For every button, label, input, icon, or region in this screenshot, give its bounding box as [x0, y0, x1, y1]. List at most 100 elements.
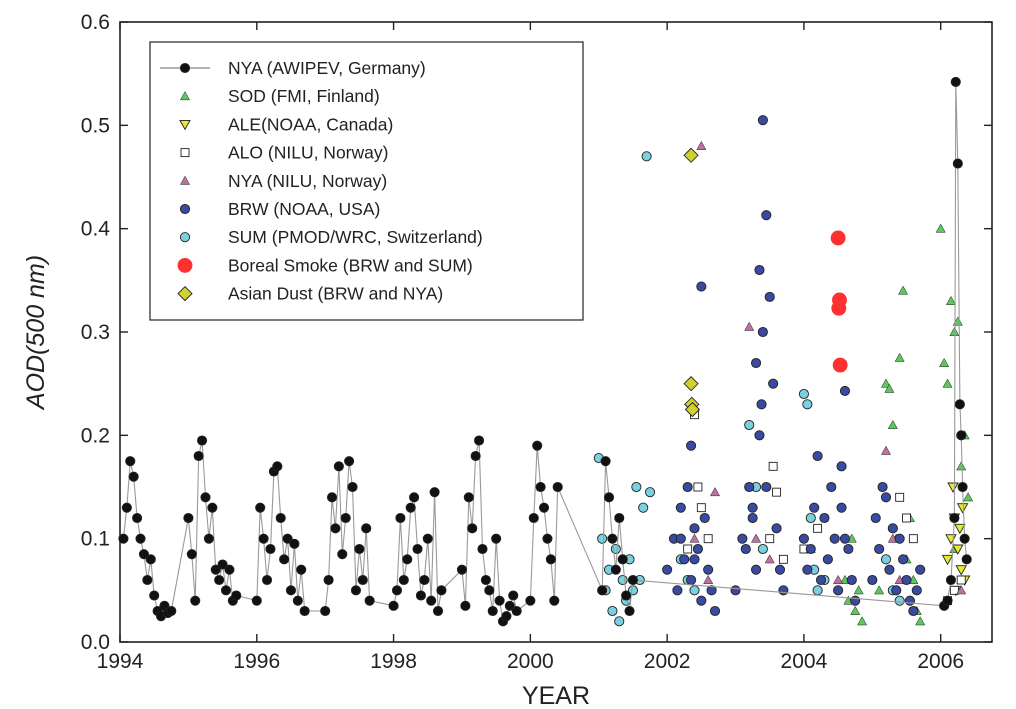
data-point [501, 611, 512, 622]
data-point [846, 574, 857, 586]
data-point [477, 543, 488, 555]
data-point [904, 595, 915, 606]
data-point [686, 574, 697, 586]
data-point [911, 585, 922, 596]
data-point [285, 585, 297, 596]
data-point [118, 533, 129, 544]
data-point [757, 115, 768, 126]
data-point [836, 461, 847, 472]
data-point [395, 512, 406, 524]
data-point [956, 461, 967, 471]
data-point [617, 574, 628, 586]
x-tick-label: 2002 [644, 650, 691, 673]
data-point [683, 147, 699, 163]
data-point [641, 151, 652, 162]
data-point [217, 559, 228, 570]
data-point [703, 564, 714, 575]
data-point [874, 543, 885, 555]
data-point [751, 533, 762, 543]
data-point [597, 533, 608, 544]
legend-marker [179, 203, 191, 215]
data-point [703, 534, 713, 544]
data-point [398, 574, 409, 586]
data-point [344, 456, 355, 467]
data-point [857, 616, 868, 626]
data-point [950, 76, 961, 87]
data-point [474, 435, 485, 446]
data-point [832, 357, 848, 373]
legend-label: ALO (NILU, Norway) [228, 143, 388, 163]
data-point [761, 210, 772, 221]
legend-marker [179, 62, 191, 74]
y-axis-title: AOD(500 nm) [22, 255, 50, 411]
data-point [289, 538, 300, 549]
data-point [850, 605, 861, 615]
data-point [422, 533, 433, 544]
data-point [337, 549, 348, 560]
legend-item: SOD (FMI, Finland) [179, 86, 380, 106]
data-point [945, 534, 957, 545]
data-point [145, 554, 156, 565]
data-point [683, 376, 699, 392]
data-point [193, 450, 204, 462]
data-point [778, 554, 788, 564]
data-point [771, 523, 782, 534]
data-point [757, 326, 768, 338]
series-1 [839, 223, 974, 626]
data-point [812, 585, 823, 596]
data-point [552, 481, 563, 493]
data-point [898, 554, 909, 565]
data-point [915, 564, 926, 575]
data-point [255, 502, 266, 513]
data-point [754, 430, 765, 441]
data-point [231, 590, 242, 601]
legend-label: SUM (PMOD/WRC, Switzerland) [228, 227, 483, 247]
data-point [957, 481, 968, 493]
data-point [672, 585, 683, 596]
data-point [884, 564, 895, 575]
x-tick-label: 1996 [233, 650, 280, 673]
data-point [689, 585, 700, 596]
data-point [142, 574, 153, 586]
data-point [528, 512, 539, 524]
data-point [402, 554, 413, 565]
legend-item: Boreal Smoke (BRW and SUM) [177, 255, 473, 275]
legend-label: BRW (NOAA, USA) [228, 199, 380, 219]
legend-label: NYA (AWIPEV, Germany) [228, 58, 426, 78]
data-point [895, 492, 905, 502]
data-point [272, 461, 283, 472]
data-point [607, 533, 618, 544]
data-point [391, 585, 403, 596]
series-4 [689, 140, 967, 595]
data-point [945, 574, 957, 586]
x-tick-label: 1994 [97, 650, 144, 673]
data-point [754, 264, 765, 276]
data-point [802, 399, 813, 410]
data-point [894, 533, 905, 544]
data-point [815, 574, 827, 586]
data-point [675, 533, 686, 544]
series-6 [593, 151, 905, 627]
data-point [224, 564, 235, 575]
legend-marker [177, 285, 193, 302]
data-point [361, 523, 372, 534]
data-point [432, 605, 444, 617]
data-point [689, 533, 700, 543]
data-point [812, 450, 823, 462]
data-point [850, 595, 861, 606]
data-point [684, 401, 701, 418]
data-point [614, 616, 625, 627]
data-point [740, 543, 751, 555]
data-point [207, 502, 218, 513]
data-point [915, 616, 926, 626]
legend-item: BRW (NOAA, USA) [179, 199, 380, 219]
data-point [880, 492, 892, 503]
data-point [880, 445, 892, 455]
data-point [768, 461, 778, 471]
data-point [956, 503, 969, 514]
data-point [350, 585, 362, 596]
data-point [282, 533, 293, 544]
data-point [949, 326, 960, 336]
data-point [504, 600, 515, 611]
data-point [887, 523, 898, 534]
